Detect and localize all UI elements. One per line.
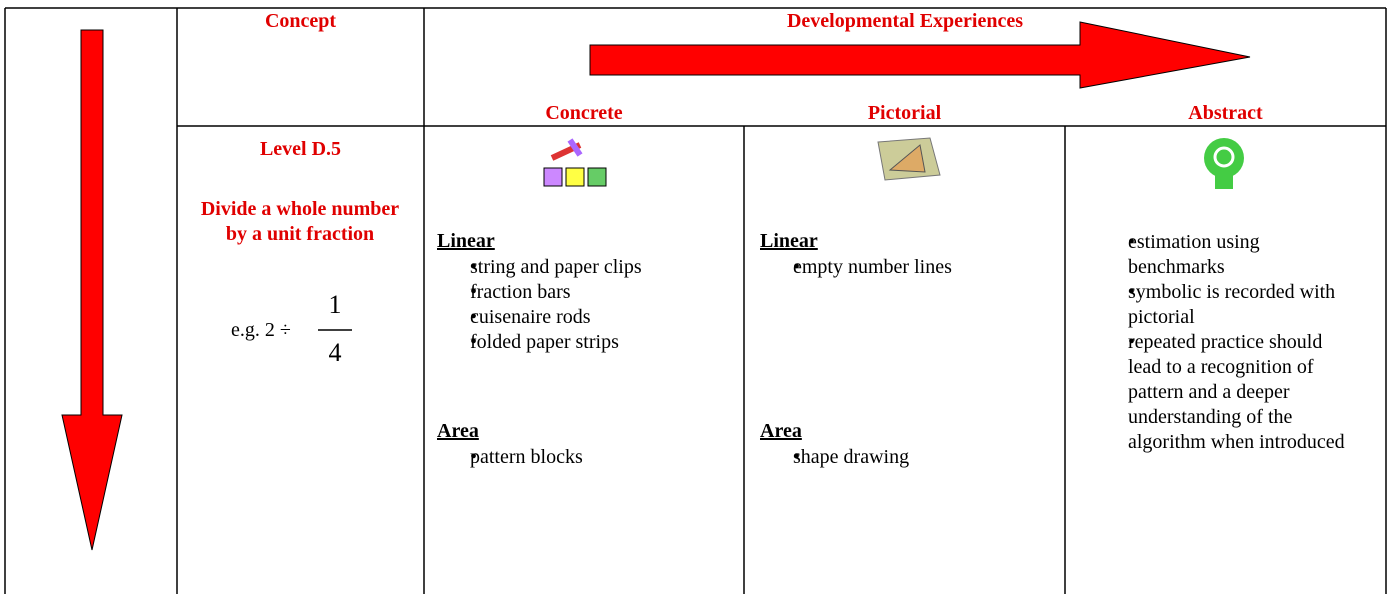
header-developmental: Developmental Experiences	[786, 10, 1024, 32]
header-abstract: Abstract	[1188, 102, 1263, 124]
down-arrow	[61, 29, 123, 551]
bullet-item: empty number lines	[760, 255, 1060, 280]
bullet-item: pattern blocks	[437, 445, 737, 470]
bullet-item: symbolic is recorded with pictorial	[1085, 280, 1345, 330]
example: e.g. 2 ÷	[231, 319, 291, 341]
bullet-item: repeated practice should lead to a recog…	[1085, 330, 1345, 455]
header-concrete: Concrete	[545, 102, 623, 124]
section-heading: Linear	[437, 230, 495, 252]
bullet-item: fraction bars	[437, 280, 737, 305]
header-concept: Concept	[264, 10, 337, 32]
bullet-item: estimation using benchmarks	[1085, 230, 1345, 280]
blocks-icon	[543, 138, 607, 187]
denominator: 4	[328, 338, 342, 367]
bullet-list: string and paper clipsfraction barscuise…	[437, 255, 737, 355]
numerator: 1	[328, 290, 342, 319]
header-pictorial: Pictorial	[867, 102, 942, 124]
bullet-list: empty number lines	[760, 255, 1060, 280]
bullet-list: shape drawing	[760, 445, 1060, 470]
section-heading: Area	[437, 420, 479, 442]
bullet-item: shape drawing	[760, 445, 1060, 470]
bullet-item: cuisenaire rods	[437, 305, 737, 330]
description: Divide a whole number by a unit fraction	[200, 198, 400, 245]
section-heading: Area	[760, 420, 802, 442]
bullet-item: folded paper strips	[437, 330, 737, 355]
level: Level D.5	[259, 138, 342, 160]
drafting-icon	[877, 137, 941, 181]
bullet-list: pattern blocks	[437, 445, 737, 470]
bullet-list: estimation using benchmarkssymbolic is r…	[1085, 230, 1345, 455]
right-arrow	[589, 21, 1251, 89]
recycle-icon	[1204, 138, 1244, 189]
bullet-item: string and paper clips	[437, 255, 737, 280]
section-heading: Linear	[760, 230, 818, 252]
